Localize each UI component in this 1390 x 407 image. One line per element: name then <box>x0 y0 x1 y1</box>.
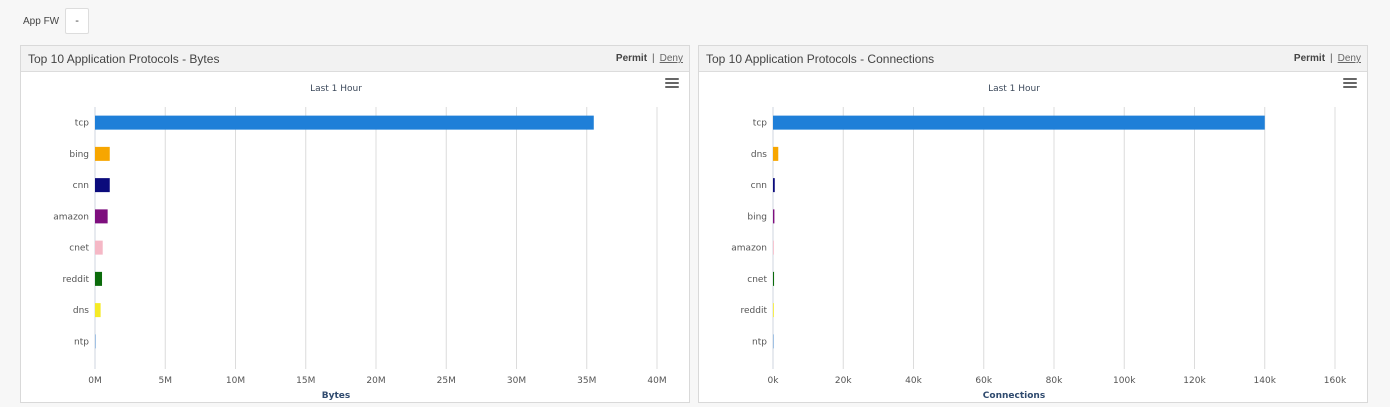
x-tick-label: 35M <box>577 376 596 386</box>
filter-label: App FW <box>23 15 60 27</box>
x-tick-label: 160k <box>1324 376 1347 386</box>
deny-link[interactable]: Deny <box>1337 53 1361 64</box>
x-tick-label: 120k <box>1183 376 1206 386</box>
y-category-label: cnn <box>751 181 767 191</box>
bytes-bar-chart: Last 1 Hour 0M 5M 10M 15M 20M 25M 30M 35M 40M tcp b… <box>53 84 666 401</box>
connections-chart-area: Last 1 Hour 0k 20k 40k 60k 80k 100k 120k 140k 160… <box>699 72 1367 402</box>
panel-header: Top 10 Application Protocols - Bytes Per… <box>21 46 689 72</box>
y-category-label: dns <box>73 306 89 316</box>
chart-subtitle: Last 1 Hour <box>310 84 362 94</box>
x-tick-label: 0k <box>768 376 780 386</box>
permit-deny-toggle: Permit | Deny <box>616 53 683 64</box>
y-category-label: bing <box>747 212 767 222</box>
bar-tcp[interactable] <box>773 115 1265 130</box>
connections-panel: Top 10 Application Protocols - Connectio… <box>698 45 1368 403</box>
bar-dns[interactable] <box>95 303 101 318</box>
y-category-label: reddit <box>741 306 768 316</box>
y-category-label: dns <box>751 150 767 160</box>
y-category-label: ntp <box>74 337 89 347</box>
x-tick-label: 60k <box>975 376 992 386</box>
permit-link[interactable]: Permit <box>1293 53 1326 64</box>
x-tick-label: 100k <box>1113 376 1136 386</box>
filter-bar: App FW - <box>20 8 90 34</box>
bar-cnn[interactable] <box>95 178 110 193</box>
separator: | <box>652 53 655 64</box>
deny-link[interactable]: Deny <box>659 53 683 64</box>
panel-title: Top 10 Application Protocols - Bytes <box>28 51 220 66</box>
x-tick-label: 40k <box>905 376 922 386</box>
bar-amazon[interactable] <box>773 240 774 255</box>
y-category-label: tcp <box>75 119 89 129</box>
x-tick-label: 20M <box>366 376 385 386</box>
separator: | <box>1330 53 1333 64</box>
x-axis-title: Connections <box>983 391 1045 401</box>
bar-reddit[interactable] <box>773 303 774 318</box>
x-tick-label: 30M <box>507 376 526 386</box>
y-category-label: cnn <box>73 181 89 191</box>
bytes-panel: Top 10 Application Protocols - Bytes Per… <box>20 45 690 403</box>
chart-subtitle: Last 1 Hour <box>988 84 1040 94</box>
bar-bing[interactable] <box>95 146 110 161</box>
bar-cnet[interactable] <box>773 271 775 286</box>
bar-cnn[interactable] <box>773 178 775 193</box>
x-tick-label: 80k <box>1046 376 1063 386</box>
y-category-label: tcp <box>753 119 767 129</box>
bar-tcp[interactable] <box>95 115 594 130</box>
y-category-label: cnet <box>69 244 89 254</box>
x-tick-label: 20k <box>835 376 852 386</box>
connections-bar-chart: Last 1 Hour 0k 20k 40k 60k 80k 100k 120k 140k 160… <box>731 84 1347 401</box>
app-fw-select[interactable]: - <box>65 8 90 34</box>
bar-bing[interactable] <box>773 209 775 224</box>
x-tick-label: 25M <box>437 376 456 386</box>
permit-deny-toggle: Permit | Deny <box>1294 53 1361 64</box>
bar-dns[interactable] <box>773 146 779 161</box>
hamburger-menu-icon[interactable] <box>665 78 679 90</box>
y-category-label: cnet <box>747 275 767 285</box>
bar-ntp[interactable] <box>95 334 96 349</box>
panel-title: Top 10 Application Protocols - Connectio… <box>706 51 935 66</box>
x-tick-label: 0M <box>88 376 102 386</box>
bar-amazon[interactable] <box>95 209 108 224</box>
panel-header: Top 10 Application Protocols - Connectio… <box>699 46 1367 72</box>
bar-ntp[interactable] <box>773 334 774 349</box>
y-category-label: amazon <box>731 244 767 254</box>
x-axis-title: Bytes <box>322 391 351 401</box>
permit-link[interactable]: Permit <box>615 53 648 64</box>
x-tick-label: 40M <box>647 376 666 386</box>
y-category-label: reddit <box>63 275 90 285</box>
x-tick-label: 5M <box>159 376 173 386</box>
x-tick-label: 15M <box>296 376 315 386</box>
y-category-label: amazon <box>53 212 89 222</box>
bar-cnet[interactable] <box>95 240 103 255</box>
bar-reddit[interactable] <box>95 271 103 286</box>
x-tick-label: 10M <box>226 376 245 386</box>
hamburger-menu-icon[interactable] <box>1343 78 1357 90</box>
x-tick-label: 140k <box>1254 376 1277 386</box>
bytes-chart-area: Last 1 Hour 0M 5M 10M 15M 20M 25M 30M 35M 40M tcp b… <box>21 72 689 402</box>
y-category-label: bing <box>69 150 89 160</box>
y-category-label: ntp <box>752 337 767 347</box>
